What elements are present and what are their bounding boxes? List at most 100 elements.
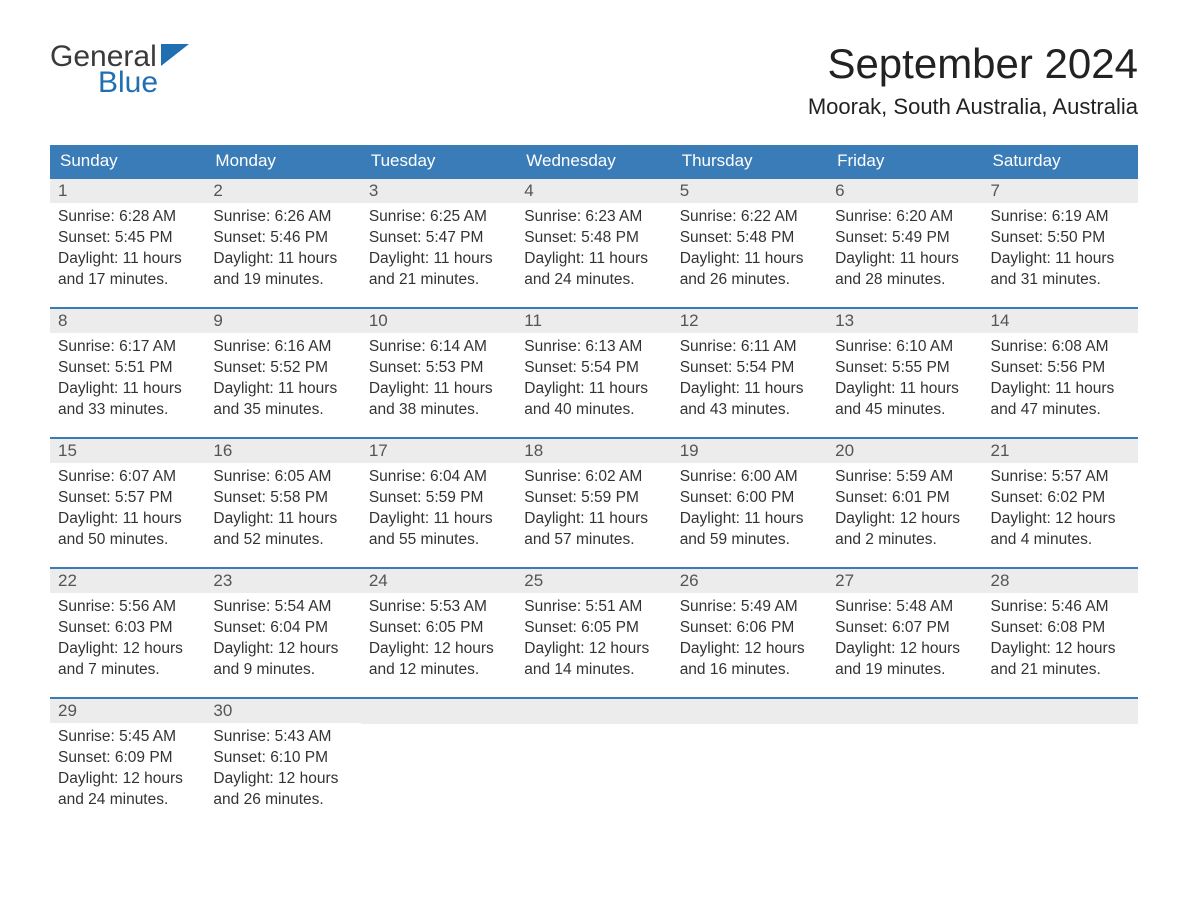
sunset-text: Sunset: 5:46 PM: [213, 228, 352, 249]
day-number: 17: [361, 437, 516, 463]
daylight-text: Daylight: 11 hours and 19 minutes.: [213, 249, 352, 291]
day-cell: 18Sunrise: 6:02 AMSunset: 5:59 PMDayligh…: [516, 437, 671, 567]
sunset-text: Sunset: 6:08 PM: [991, 618, 1130, 639]
day-cell: 5Sunrise: 6:22 AMSunset: 5:48 PMDaylight…: [672, 177, 827, 307]
day-number: 2: [205, 177, 360, 203]
daylight-text: Daylight: 12 hours and 24 minutes.: [58, 769, 197, 811]
day-content: Sunrise: 5:59 AMSunset: 6:01 PMDaylight:…: [827, 463, 982, 561]
daylight-text: Daylight: 12 hours and 7 minutes.: [58, 639, 197, 681]
sunrise-text: Sunrise: 5:57 AM: [991, 467, 1130, 488]
day-number: 15: [50, 437, 205, 463]
day-number: 25: [516, 567, 671, 593]
day-content: Sunrise: 6:00 AMSunset: 6:00 PMDaylight:…: [672, 463, 827, 561]
sunrise-text: Sunrise: 5:49 AM: [680, 597, 819, 618]
daylight-text: Daylight: 11 hours and 35 minutes.: [213, 379, 352, 421]
weekday-tuesday: Tuesday: [361, 145, 516, 177]
day-cell: 12Sunrise: 6:11 AMSunset: 5:54 PMDayligh…: [672, 307, 827, 437]
sunrise-text: Sunrise: 5:46 AM: [991, 597, 1130, 618]
daylight-text: Daylight: 12 hours and 12 minutes.: [369, 639, 508, 681]
sunrise-text: Sunrise: 5:56 AM: [58, 597, 197, 618]
day-number: 30: [205, 697, 360, 723]
daylight-text: Daylight: 11 hours and 28 minutes.: [835, 249, 974, 291]
sunset-text: Sunset: 5:55 PM: [835, 358, 974, 379]
day-cell: 21Sunrise: 5:57 AMSunset: 6:02 PMDayligh…: [983, 437, 1138, 567]
day-cell: 15 Sunrise: 6:07 AMSunset: 5:57 PMDayligh…: [50, 437, 205, 567]
sunrise-text: Sunrise: 5:48 AM: [835, 597, 974, 618]
sunset-text: Sunset: 5:48 PM: [524, 228, 663, 249]
week-row: 15Sunrise: 6:07 AMSunset: 5:57 PMDayligh…: [50, 437, 1138, 567]
daylight-text: Daylight: 12 hours and 2 minutes.: [835, 509, 974, 551]
sunrise-text: Sunrise: 6:17 AM: [58, 337, 197, 358]
day-content: Sunrise: 5:51 AMSunset: 6:05 PMDaylight:…: [516, 593, 671, 691]
daylight-text: Daylight: 12 hours and 21 minutes.: [991, 639, 1130, 681]
day-cell: 30Sunrise: 5:43 AMSunset: 6:10 PMDayligh…: [205, 697, 360, 827]
day-cell: [827, 697, 982, 827]
day-cell: 1Sunrise: 6:28 AMSunset: 5:45 PMDaylight…: [50, 177, 205, 307]
sunrise-text: Sunrise: 5:45 AM: [58, 727, 197, 748]
sunrise-text: Sunrise: 5:51 AM: [524, 597, 663, 618]
daylight-text: Daylight: 11 hours and 50 minutes.: [58, 509, 197, 551]
day-cell: 9Sunrise: 6:16 AMSunset: 5:52 PMDaylight…: [205, 307, 360, 437]
weekday-saturday: Saturday: [983, 145, 1138, 177]
sunrise-text: Sunrise: 6:25 AM: [369, 207, 508, 228]
day-content: Sunrise: 6:11 AMSunset: 5:54 PMDaylight:…: [672, 333, 827, 431]
day-content: Sunrise: 5:56 AMSunset: 6:03 PMDaylight:…: [50, 593, 205, 691]
day-number: 6: [827, 177, 982, 203]
sunset-text: Sunset: 6:05 PM: [369, 618, 508, 639]
sunrise-text: Sunrise: 6:10 AM: [835, 337, 974, 358]
day-cell: [516, 697, 671, 827]
day-cell: 8Sunrise: 6:17 AMSunset: 5:51 PMDaylight…: [50, 307, 205, 437]
day-number: 19: [672, 437, 827, 463]
day-number: 26: [672, 567, 827, 593]
day-number: 11: [516, 307, 671, 333]
day-content: Sunrise: 6:13 AMSunset: 5:54 PMDaylight:…: [516, 333, 671, 431]
day-cell: 17Sunrise: 6:04 AMSunset: 5:59 PMDayligh…: [361, 437, 516, 567]
day-number: 10: [361, 307, 516, 333]
empty-day: [983, 697, 1138, 724]
sunset-text: Sunset: 6:04 PM: [213, 618, 352, 639]
sunset-text: Sunset: 5:57 PM: [58, 488, 197, 509]
day-number: 12: [672, 307, 827, 333]
location-subtitle: Moorak, South Australia, Australia: [808, 94, 1138, 120]
sunset-text: Sunset: 5:59 PM: [524, 488, 663, 509]
day-number: 3: [361, 177, 516, 203]
sunset-text: Sunset: 6:10 PM: [213, 748, 352, 769]
day-cell: 4Sunrise: 6:23 AMSunset: 5:48 PMDaylight…: [516, 177, 671, 307]
day-content: Sunrise: 6:20 AMSunset: 5:49 PMDaylight:…: [827, 203, 982, 301]
day-cell: 2Sunrise: 6:26 AMSunset: 5:46 PMDaylight…: [205, 177, 360, 307]
logo-flag-icon: [161, 40, 189, 74]
sunset-text: Sunset: 5:53 PM: [369, 358, 508, 379]
day-cell: 14Sunrise: 6:08 AMSunset: 5:56 PMDayligh…: [983, 307, 1138, 437]
empty-day: [361, 697, 516, 724]
daylight-text: Daylight: 11 hours and 55 minutes.: [369, 509, 508, 551]
day-number: 9: [205, 307, 360, 333]
empty-day: [672, 697, 827, 724]
day-number: 24: [361, 567, 516, 593]
day-content: Sunrise: 5:57 AMSunset: 6:02 PMDaylight:…: [983, 463, 1138, 561]
daylight-text: Daylight: 11 hours and 33 minutes.: [58, 379, 197, 421]
day-cell: 19Sunrise: 6:00 AMSunset: 6:00 PMDayligh…: [672, 437, 827, 567]
day-cell: 3Sunrise: 6:25 AMSunset: 5:47 PMDaylight…: [361, 177, 516, 307]
day-cell: 26Sunrise: 5:49 AMSunset: 6:06 PMDayligh…: [672, 567, 827, 697]
day-content: Sunrise: 6:05 AMSunset: 5:58 PMDaylight:…: [205, 463, 360, 561]
sunrise-text: Sunrise: 6:23 AM: [524, 207, 663, 228]
daylight-text: Daylight: 11 hours and 17 minutes.: [58, 249, 197, 291]
daylight-text: Daylight: 12 hours and 14 minutes.: [524, 639, 663, 681]
sunrise-text: Sunrise: 6:07 AM: [58, 467, 197, 488]
daylight-text: Daylight: 11 hours and 38 minutes.: [369, 379, 508, 421]
sunset-text: Sunset: 5:59 PM: [369, 488, 508, 509]
logo: General Blue: [50, 40, 189, 100]
day-number: 5: [672, 177, 827, 203]
sunset-text: Sunset: 5:51 PM: [58, 358, 197, 379]
day-cell: 29Sunrise: 5:45 AMSunset: 6:09 PMDayligh…: [50, 697, 205, 827]
daylight-text: Daylight: 12 hours and 26 minutes.: [213, 769, 352, 811]
week-row: 22Sunrise: 5:56 AMSunset: 6:03 PMDayligh…: [50, 567, 1138, 697]
empty-day: [827, 697, 982, 724]
daylight-text: Daylight: 11 hours and 31 minutes.: [991, 249, 1130, 291]
week-row: 8Sunrise: 6:17 AMSunset: 5:51 PMDaylight…: [50, 307, 1138, 437]
day-content: Sunrise: 5:48 AMSunset: 6:07 PMDaylight:…: [827, 593, 982, 691]
day-content: Sunrise: 6:10 AMSunset: 5:55 PMDaylight:…: [827, 333, 982, 431]
title-block: September 2024 Moorak, South Australia, …: [808, 40, 1138, 120]
sunset-text: Sunset: 6:06 PM: [680, 618, 819, 639]
day-number: 22: [50, 567, 205, 593]
